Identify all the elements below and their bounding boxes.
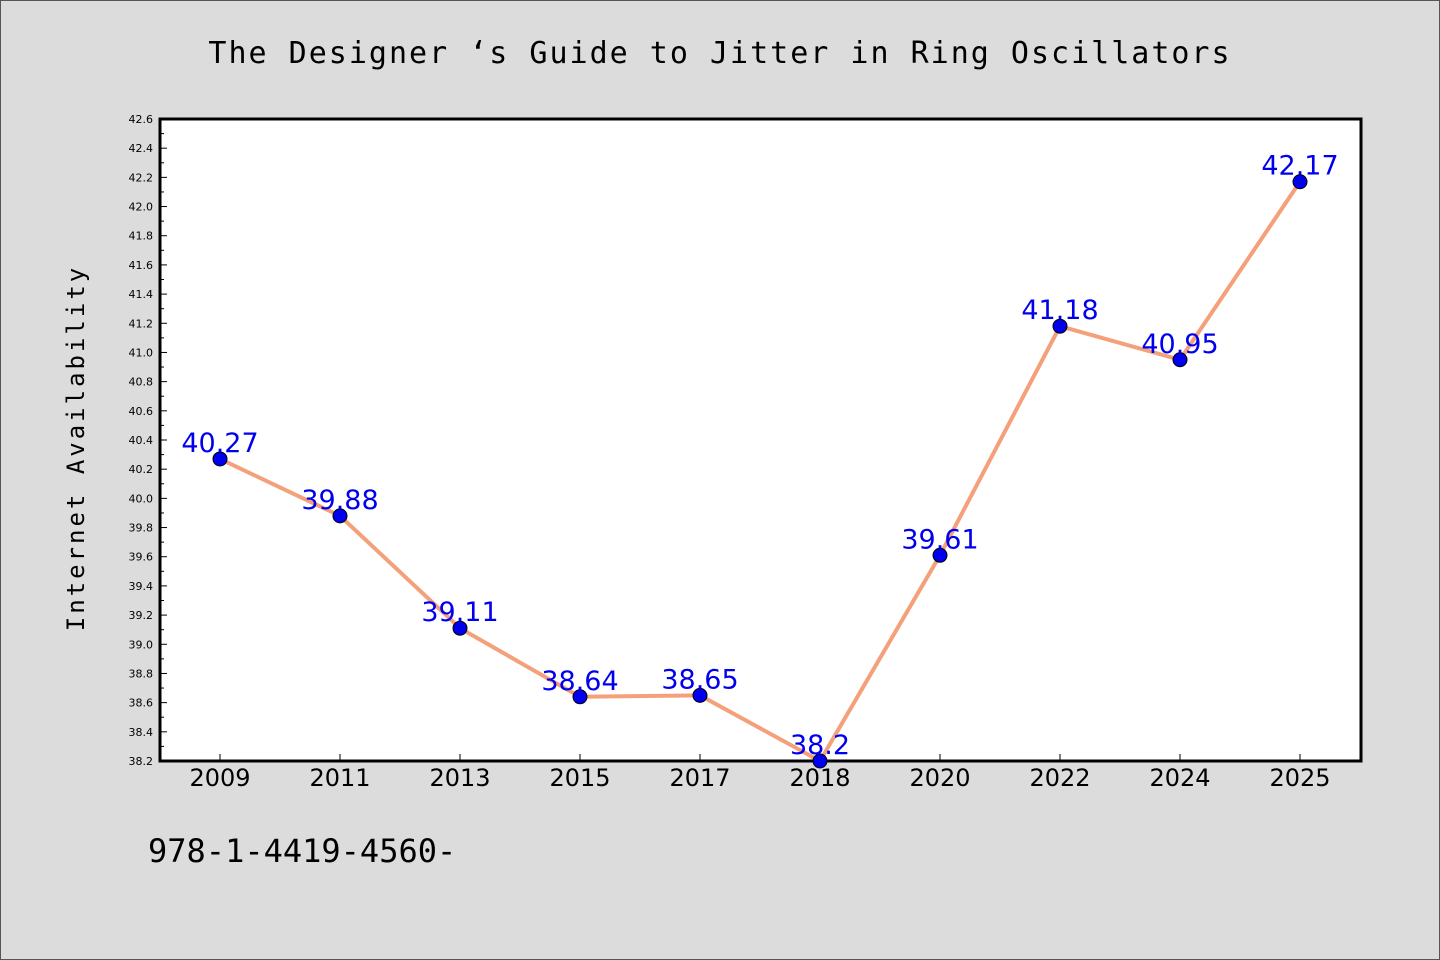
y-tick-label: 38.2 (129, 755, 154, 768)
data-label: 38.64 (541, 666, 618, 697)
data-point (452, 620, 468, 636)
data-point (332, 508, 348, 524)
series-line (219, 180, 1302, 763)
data-point (812, 753, 828, 769)
data-label: 40.95 (1141, 329, 1218, 360)
y-tick-label: 38.8 (129, 667, 154, 680)
y-tick-label: 41.0 (129, 346, 154, 359)
y-tick-label: 42.6 (129, 113, 154, 126)
x-tick-label: 2015 (549, 764, 610, 792)
data-point (1292, 174, 1308, 190)
x-tick-label: 2022 (1029, 764, 1090, 792)
y-tick-label: 38.6 (129, 697, 154, 710)
x-tick-label: 2011 (309, 764, 370, 792)
data-point (212, 451, 228, 467)
data-label: 38.65 (661, 664, 738, 695)
x-tick-label: 2024 (1149, 764, 1210, 792)
data-label: 41.18 (1021, 295, 1098, 326)
plot-border (158, 117, 1363, 763)
data-label: 42.17 (1261, 151, 1338, 182)
y-tick-label: 42.4 (129, 142, 154, 155)
data-label: 39.88 (301, 485, 378, 516)
y-tick-label: 40.8 (129, 376, 154, 389)
x-tick-label: 2009 (189, 764, 250, 792)
y-tick-label: 40.4 (129, 434, 154, 447)
data-label: 38.2 (790, 730, 850, 761)
y-tick-label: 38.4 (129, 726, 154, 739)
data-label: 39.11 (421, 597, 498, 628)
y-tick-label: 39.0 (129, 638, 154, 651)
y-tick-label: 39.4 (129, 580, 154, 593)
y-tick-label: 42.2 (129, 171, 154, 184)
y-tick-label: 41.4 (129, 288, 154, 301)
data-point (692, 687, 708, 703)
data-point (932, 547, 948, 563)
y-tick-label: 39.8 (129, 522, 154, 535)
y-tick-label: 41.2 (129, 317, 154, 330)
y-tick-label: 39.2 (129, 609, 154, 622)
plot-area (160, 119, 1361, 761)
data-label: 39.61 (901, 524, 978, 555)
data-point (572, 689, 588, 705)
x-tick-label: 2020 (909, 764, 970, 792)
footer-code: 978-1-4419-4560- (148, 832, 457, 870)
y-tick-label: 39.6 (129, 551, 154, 564)
data-point (1172, 352, 1188, 368)
y-tick-label: 40.2 (129, 463, 154, 476)
x-tick-label: 2018 (789, 764, 850, 792)
data-label: 40.27 (181, 428, 258, 459)
y-tick-label: 40.0 (129, 492, 154, 505)
x-tick-label: 2013 (429, 764, 490, 792)
y-tick-label: 42.0 (129, 201, 154, 214)
data-point (1052, 318, 1068, 334)
chart-title: The Designer ‘s Guide to Jitter in Ring … (208, 36, 1232, 71)
y-tick-label: 41.8 (129, 230, 154, 243)
y-tick-label: 40.6 (129, 405, 154, 418)
x-tick-label: 2025 (1269, 764, 1330, 792)
x-tick-label: 2017 (669, 764, 730, 792)
y-tick-label: 41.6 (129, 259, 154, 272)
